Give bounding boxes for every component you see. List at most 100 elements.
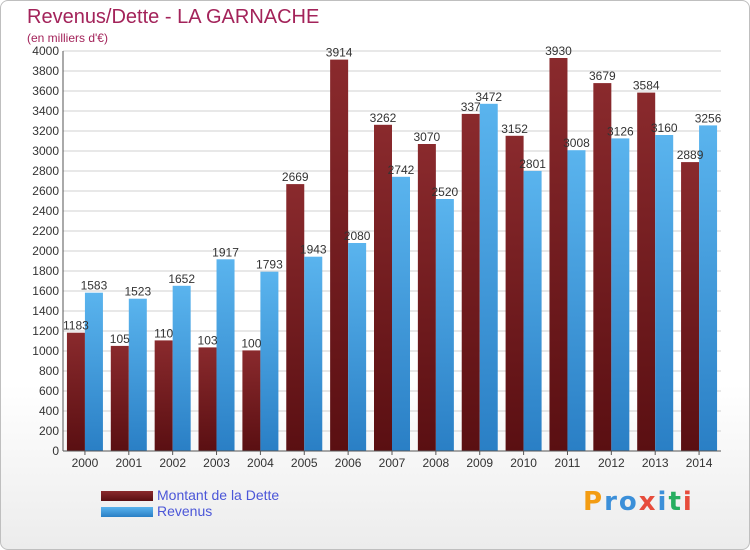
bar-dette-2009 (461, 113, 480, 452)
data-label-dette: 3914 (326, 46, 353, 60)
data-label-dette: 100 (241, 336, 261, 350)
bar-dette-2006 (330, 59, 349, 451)
data-label-revenus: 1523 (124, 285, 151, 299)
bar-revenus-2014 (699, 125, 718, 452)
data-label-revenus: 3126 (607, 124, 634, 138)
logo-letter: t (668, 487, 683, 517)
labels: 0 200 400 600 800 1000 1200 1400 1600 1800 2000 220… (32, 44, 721, 470)
data-label-revenus: 1793 (256, 258, 283, 272)
legend-swatch-dette (101, 491, 153, 501)
data-label-revenus: 1917 (212, 245, 239, 259)
y-tick-label: 2200 (32, 224, 59, 238)
data-label-revenus: 1583 (81, 279, 108, 293)
bar-dette-2010 (505, 135, 524, 452)
bar-dette-2000 (66, 332, 85, 451)
x-tick-label: 2008 (423, 456, 450, 470)
bar-revenus-2007 (392, 176, 410, 452)
data-label-revenus: 3256 (695, 111, 722, 125)
bar-dette-2013 (637, 92, 656, 451)
x-tick-label: 2002 (159, 456, 186, 470)
y-tick-label: 3000 (32, 144, 59, 158)
logo-letter: o (618, 487, 639, 517)
data-label-revenus: 2080 (344, 229, 371, 243)
y-tick-label: 0 (52, 444, 59, 458)
data-label-dette: 337 (461, 100, 481, 114)
x-tick-label: 2011 (555, 456, 581, 470)
bar-revenus-2005 (304, 256, 323, 451)
y-tick-label: 1600 (32, 284, 59, 298)
y-tick-label: 1800 (32, 264, 59, 278)
x-tick-label: 2009 (466, 456, 493, 470)
bar-dette-2011 (549, 58, 568, 451)
data-label-dette: 110 (154, 326, 173, 340)
logo-letter: i (682, 487, 694, 517)
data-label-dette: 3262 (370, 111, 397, 125)
y-tick-label: 3400 (32, 104, 59, 118)
x-tick-label: 2000 (72, 456, 99, 470)
data-label-dette: 3152 (501, 122, 528, 136)
bar-revenus-2002 (172, 285, 191, 451)
x-tick-label: 2010 (510, 456, 537, 470)
x-tick-label: 2014 (686, 456, 713, 470)
x-tick-label: 2001 (115, 456, 142, 470)
legend-swatch-revenus (101, 507, 153, 517)
logo-letter: i (657, 487, 669, 517)
data-label-revenus: 3008 (563, 136, 590, 150)
data-label-revenus: 3160 (651, 121, 678, 135)
axes (62, 51, 721, 455)
data-label-dette: 3584 (633, 79, 660, 93)
data-label-dette: 103 (198, 333, 218, 347)
data-label-dette: 3070 (414, 130, 441, 144)
logo-letter: P (583, 487, 605, 517)
y-tick-label: 1400 (32, 304, 59, 318)
bar-revenus-2006 (348, 243, 367, 451)
legend-label-revenus: Revenus (157, 503, 213, 519)
x-tick-label: 2013 (642, 456, 669, 470)
bar-revenus-2004 (260, 271, 279, 451)
bar-revenus-2008 (435, 199, 454, 451)
y-tick-label: 2000 (32, 244, 59, 258)
legend-label-dette: Montant de la Dette (157, 487, 280, 503)
bar-dette-2007 (374, 124, 392, 452)
data-label-dette: 1183 (63, 319, 89, 333)
y-tick-label: 1200 (32, 324, 59, 338)
y-tick-label: 2800 (32, 164, 59, 178)
y-tick-label: 2600 (32, 184, 59, 198)
y-tick-label: 4000 (32, 44, 59, 58)
logo-letter: r (604, 487, 619, 517)
bar-revenus-2012 (611, 138, 630, 451)
proxiti-logo: Proxiti (583, 487, 694, 517)
x-tick-label: 2012 (598, 456, 625, 470)
y-tick-label: 200 (39, 424, 59, 438)
chart-subtitle: (en milliers d'€) (27, 31, 108, 45)
bar-revenus-2000 (84, 292, 103, 451)
bar-revenus-2010 (523, 170, 542, 451)
bar-revenus-2001 (128, 298, 147, 451)
data-label-dette: 3930 (545, 44, 572, 58)
bar-revenus-2011 (567, 150, 586, 451)
bar-revenus-2013 (655, 135, 674, 451)
data-label-dette: 105 (110, 332, 130, 346)
bar-dette-2012 (593, 83, 612, 451)
y-tick-label: 3600 (32, 84, 59, 98)
data-label-revenus: 3472 (475, 90, 502, 104)
data-label-revenus: 2742 (388, 163, 415, 177)
bar-dette-2001 (110, 345, 129, 451)
data-label-dette: 3679 (589, 69, 616, 83)
bar-dette-2002 (154, 340, 173, 451)
bar-dette-2003 (198, 347, 217, 451)
logo-letter: x (638, 487, 658, 517)
data-label-revenus: 2801 (519, 157, 546, 171)
bar-dette-2005 (286, 184, 305, 451)
x-tick-label: 2006 (335, 456, 362, 470)
y-tick-label: 3800 (32, 64, 59, 78)
bar-dette-2004 (242, 350, 261, 451)
data-label-dette: 2669 (282, 170, 309, 184)
y-tick-label: 800 (39, 364, 59, 378)
y-tick-label: 1000 (32, 344, 59, 358)
bar-revenus-2003 (216, 259, 235, 451)
x-tick-label: 2005 (291, 456, 318, 470)
bars (66, 58, 718, 452)
